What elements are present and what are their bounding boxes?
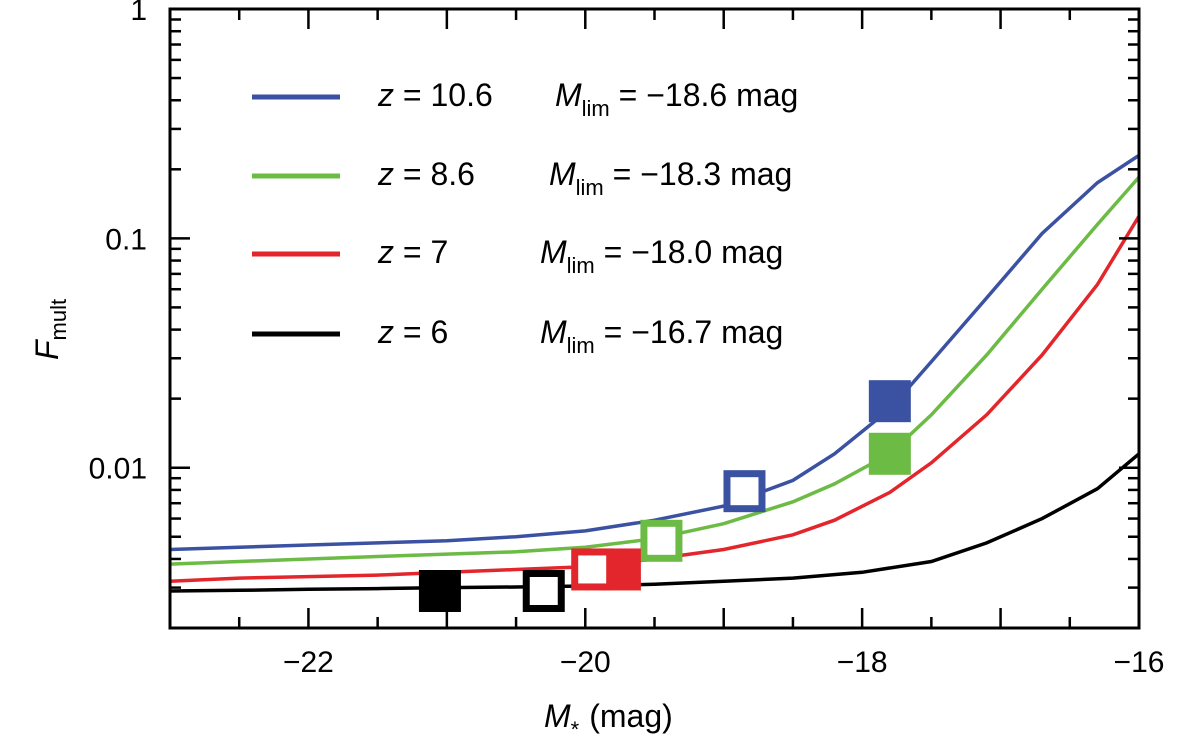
series-line-0 — [169, 153, 1140, 552]
marker-filled-3-0 — [418, 569, 461, 612]
legend: z = 10.6 Mlim = −18.6 mag z = 8.6 Mlim = −1… — [252, 77, 798, 358]
marker-open-3-1 — [522, 569, 565, 612]
marker-open-0-0 — [723, 470, 766, 513]
legend-mlim-label-1: Mlim = −18.3 mag — [549, 156, 792, 200]
y-axis-label: Fmult — [29, 299, 71, 360]
legend-z-label-2: z = 7 — [377, 234, 448, 270]
tick-labels: −22 −20 −18 −16 1 0.1 0.01 — [89, 0, 1165, 679]
series-line-2 — [169, 215, 1141, 583]
y-tick-label: 0.1 — [105, 223, 147, 256]
x-tick-label: −18 — [837, 646, 888, 679]
legend-mlim-label-2: Mlim = −18.0 mag — [540, 234, 783, 278]
marker-open-1-0 — [640, 519, 683, 562]
x-axis-label: M* (mag) — [544, 698, 673, 742]
y-tick-label: 0.01 — [89, 453, 147, 486]
x-tick-label: −20 — [560, 646, 611, 679]
plot-area — [169, 153, 1141, 612]
legend-z-label-0: z = 10.6 — [377, 77, 493, 113]
x-tick-label: −16 — [1114, 646, 1165, 679]
marker-open-2-1 — [571, 548, 614, 591]
legend-mlim-label-3: Mlim = −16.7 mag — [540, 314, 783, 358]
axis-ticks — [168, 7, 1141, 630]
series-line-3 — [169, 452, 1141, 593]
series-line-1 — [169, 175, 1141, 566]
legend-mlim-label-0: Mlim = −18.6 mag — [555, 77, 798, 121]
x-tick-label: −22 — [283, 646, 334, 679]
legend-z-label-3: z = 6 — [377, 314, 448, 350]
y-tick-label: 1 — [130, 0, 147, 27]
legend-z-label-1: z = 8.6 — [377, 156, 475, 192]
marker-filled-0-1 — [868, 380, 911, 423]
marker-filled-1-1 — [868, 432, 911, 475]
